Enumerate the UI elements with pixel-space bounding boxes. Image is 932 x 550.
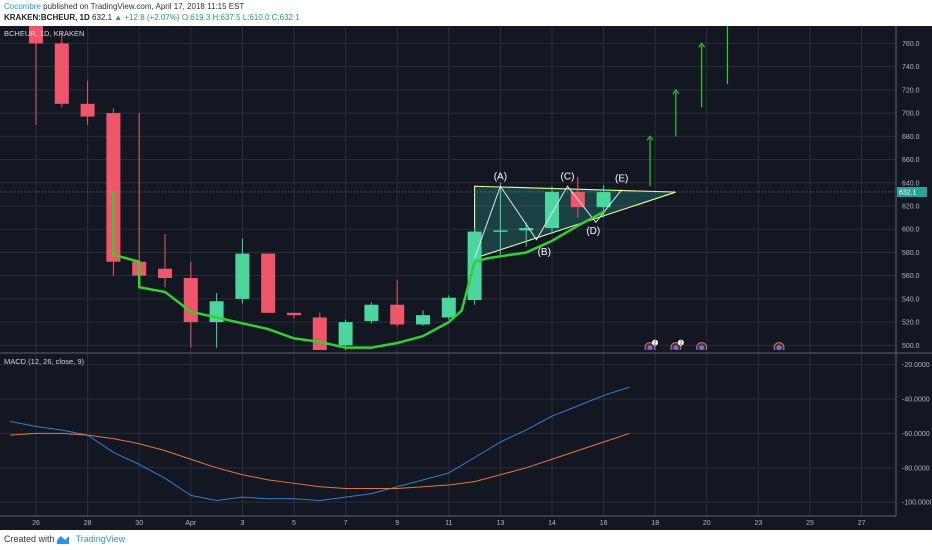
publish-header: Cocombre published on TradingView.com, A… xyxy=(0,0,932,26)
last-price: 632.1 xyxy=(92,13,113,22)
author-link[interactable]: Cocombre xyxy=(4,2,41,11)
zigzag-waves xyxy=(474,185,623,259)
time-tick-label: 3 xyxy=(240,520,244,527)
signal-line xyxy=(10,432,630,489)
candle-body xyxy=(183,278,198,323)
price-tick-label: 520.0 xyxy=(902,320,920,327)
candle-body xyxy=(80,103,95,117)
price-tick-label: 500.0 xyxy=(902,343,920,350)
macd-tick-label: -80.0000 xyxy=(902,465,930,472)
price-tick-label: 580.0 xyxy=(902,250,920,257)
triangle-pattern xyxy=(474,185,677,260)
target-arrow-head xyxy=(698,42,706,48)
created-with: Created with TradingView xyxy=(4,534,125,544)
wave-label: (D) xyxy=(586,226,600,237)
time-tick-label: 9 xyxy=(395,520,399,527)
price-tick-label: 600.0 xyxy=(902,227,920,234)
price-tick-label: 660.0 xyxy=(902,157,920,164)
macd-pane-title: MACD (12, 26, close, 9) xyxy=(4,357,85,366)
wave-label: (C) xyxy=(561,171,575,182)
grid-lines xyxy=(0,26,896,516)
candle-body xyxy=(364,304,379,321)
candle-body xyxy=(441,297,456,318)
time-tick-label: Apr xyxy=(185,520,197,527)
wave-label: (A) xyxy=(494,171,507,182)
publish-info: Cocombre published on TradingView.com, A… xyxy=(4,2,244,11)
candle-body xyxy=(106,113,121,262)
target-arrow-head xyxy=(646,135,654,141)
macd-tick-label: -20.0000 xyxy=(902,362,930,369)
tradingview-logo-icon xyxy=(57,535,70,544)
time-tick-label: 14 xyxy=(548,520,556,527)
price-tick-label: 740.0 xyxy=(902,64,920,71)
time-tick-label: 23 xyxy=(755,520,763,527)
wave-label: (B) xyxy=(538,247,551,258)
time-tick-label: 7 xyxy=(344,520,348,527)
time-tick-label: 28 xyxy=(84,520,92,527)
time-tick-label: 5 xyxy=(292,520,296,527)
candle-body xyxy=(158,268,172,278)
candle-body xyxy=(312,317,327,350)
price-change: ▲ +12.8 (+2.07%) xyxy=(114,13,180,22)
candle-body xyxy=(545,192,559,229)
wave-label: (E) xyxy=(615,174,628,185)
event-count-badge xyxy=(652,339,659,346)
time-tick-label: 18 xyxy=(651,520,659,527)
event-marker-dot xyxy=(673,345,679,350)
candle-body xyxy=(338,322,353,346)
price-tick-label: 760.0 xyxy=(902,41,920,48)
tradingview-link[interactable]: TradingView xyxy=(75,534,126,544)
time-tick-label: 13 xyxy=(497,520,505,527)
price-tick-label: 640.0 xyxy=(902,180,920,187)
price-pane: (A) (B) (C) (D) (E) 2 2 xyxy=(0,26,896,350)
candle-body xyxy=(519,228,534,231)
macd-pane xyxy=(10,386,630,502)
time-tick-label: 25 xyxy=(806,520,814,527)
moving-average-line xyxy=(112,192,605,349)
created-with-label: Created with xyxy=(4,534,55,544)
macd-tick-label: -100.0000 xyxy=(902,500,932,507)
time-tick-label: 30 xyxy=(135,520,143,527)
published-text: published on TradingView.com, April 17, … xyxy=(43,2,245,11)
candle-body xyxy=(287,312,301,316)
macd-line xyxy=(10,386,630,502)
candle-body xyxy=(29,26,43,44)
price-tick-label: 720.0 xyxy=(902,87,920,94)
ohlc-values: O:619.3 H:637.5 L:610.0 C:632.1 xyxy=(181,13,300,22)
time-tick-label: 27 xyxy=(858,520,866,527)
event-marker-dot xyxy=(647,345,653,350)
event-marker-dot xyxy=(776,345,782,350)
symbol-info: KRAKEN:BCHEUR, 1D 632.1 ▲ +12.8 (+2.07%)… xyxy=(4,13,300,22)
candle-body xyxy=(493,230,508,232)
price-tick-label: 700.0 xyxy=(902,111,920,118)
target-arrow-head xyxy=(672,88,680,95)
last-price-tag-label: 632.1 xyxy=(899,189,917,196)
candle-body xyxy=(261,253,276,313)
price-tick-label: 620.0 xyxy=(902,204,920,211)
time-tick-label: 11 xyxy=(445,520,452,527)
candle-body xyxy=(596,192,611,208)
chart-area[interactable]: (A) (B) (C) (D) (E) 2 2 BCHEUR, 1D, KRAKEN MACD … xyxy=(0,26,932,530)
candle-body xyxy=(235,253,250,299)
price-pane-title: BCHEUR, 1D, KRAKEN xyxy=(4,29,84,38)
price-tick-label: 560.0 xyxy=(902,273,920,280)
price-tick-label: 680.0 xyxy=(902,134,920,141)
symbol-label: KRAKEN:BCHEUR, 1D xyxy=(4,13,90,22)
candle-body xyxy=(54,43,69,104)
price-tick-label: 540.0 xyxy=(902,296,920,303)
macd-tick-label: -60.0000 xyxy=(902,431,930,438)
event-marker-dot xyxy=(699,345,705,350)
time-tick-label: 16 xyxy=(600,520,608,527)
last-price-tag xyxy=(897,186,927,197)
time-tick-label: 20 xyxy=(703,520,711,527)
footer-bar: Created with TradingView xyxy=(0,530,932,550)
macd-tick-label: -40.0000 xyxy=(902,397,930,404)
event-count-label: 2 xyxy=(654,341,657,347)
event-count-label: 2 xyxy=(679,341,682,347)
event-count-badge xyxy=(677,339,684,346)
candle-body xyxy=(416,315,430,325)
candle-body xyxy=(390,304,405,325)
time-tick-label: 26 xyxy=(32,520,40,527)
chart-canvas[interactable]: (A) (B) (C) (D) (E) 2 2 BCHEUR, 1D, KRAKEN MACD … xyxy=(0,26,932,530)
